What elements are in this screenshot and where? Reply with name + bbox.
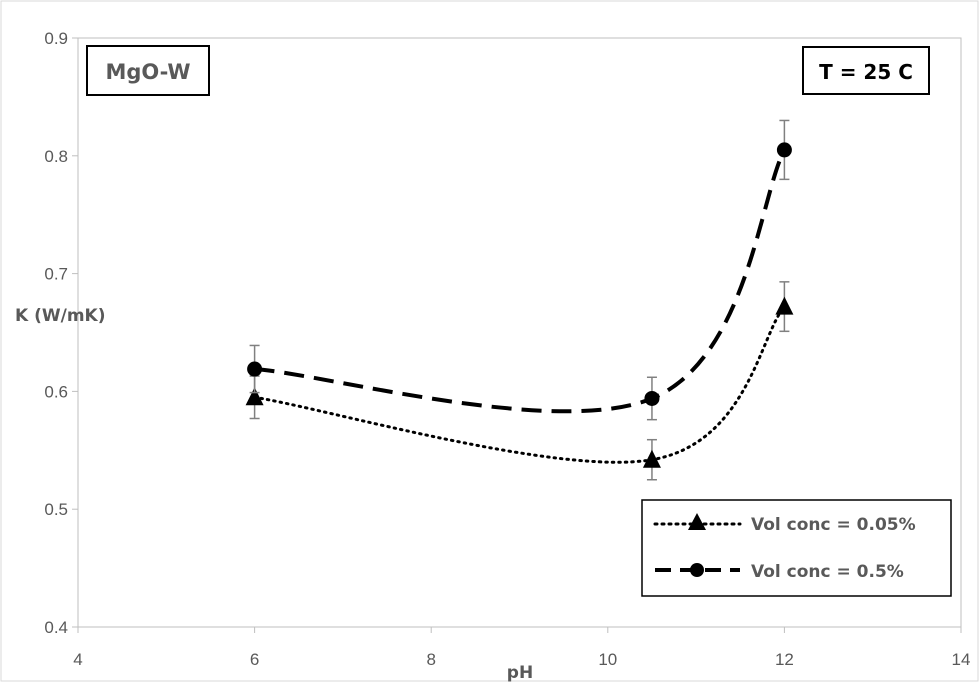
x-tick-label: 12 bbox=[775, 650, 794, 669]
series-line-1 bbox=[254, 148, 787, 414]
data-point-triangle bbox=[775, 296, 794, 315]
y-tick-label: 0.5 bbox=[44, 500, 68, 519]
legend-box bbox=[641, 499, 952, 597]
series-line-0 bbox=[253, 305, 786, 464]
x-tick-label: 4 bbox=[73, 650, 82, 669]
material-label: MgO-W bbox=[105, 60, 190, 84]
y-axis-ticks: 0.4 0.5 0.6 0.7 0.8 0.9 bbox=[44, 29, 78, 637]
material-box bbox=[86, 45, 210, 96]
plot-area bbox=[77, 37, 962, 628]
x-axis-ticks: 4 6 8 10 12 14 bbox=[73, 627, 970, 669]
legend-marker-1 bbox=[690, 563, 704, 577]
x-tick-label: 14 bbox=[952, 650, 971, 669]
y-axis-title: K (W/mK) bbox=[15, 306, 105, 326]
y-tick-label: 0.8 bbox=[44, 147, 68, 166]
data-point-triangle bbox=[245, 387, 264, 406]
x-tick-label: 8 bbox=[426, 650, 435, 669]
x-tick-label: 10 bbox=[598, 650, 617, 669]
y-tick-label: 0.9 bbox=[44, 29, 68, 48]
y-tick-label: 0.4 bbox=[44, 618, 68, 637]
legend-label-0: Vol conc = 0.05% bbox=[751, 515, 916, 535]
series-layer bbox=[245, 119, 794, 481]
data-point-circle bbox=[247, 361, 263, 377]
data-point-triangle bbox=[642, 449, 661, 468]
legend: Vol conc = 0.05% Vol conc = 0.5% bbox=[641, 499, 952, 597]
y-tick-label: 0.6 bbox=[44, 382, 68, 401]
x-axis-title: pH bbox=[507, 663, 533, 683]
legend-label-1: Vol conc = 0.5% bbox=[751, 562, 904, 582]
data-point-circle bbox=[644, 390, 660, 406]
temperature-label: T = 25 C bbox=[819, 60, 913, 84]
temperature-box bbox=[802, 46, 930, 95]
x-tick-label: 6 bbox=[250, 650, 259, 669]
data-point-circle bbox=[776, 142, 792, 158]
legend-marker-0 bbox=[688, 513, 706, 530]
y-tick-label: 0.7 bbox=[44, 265, 68, 284]
